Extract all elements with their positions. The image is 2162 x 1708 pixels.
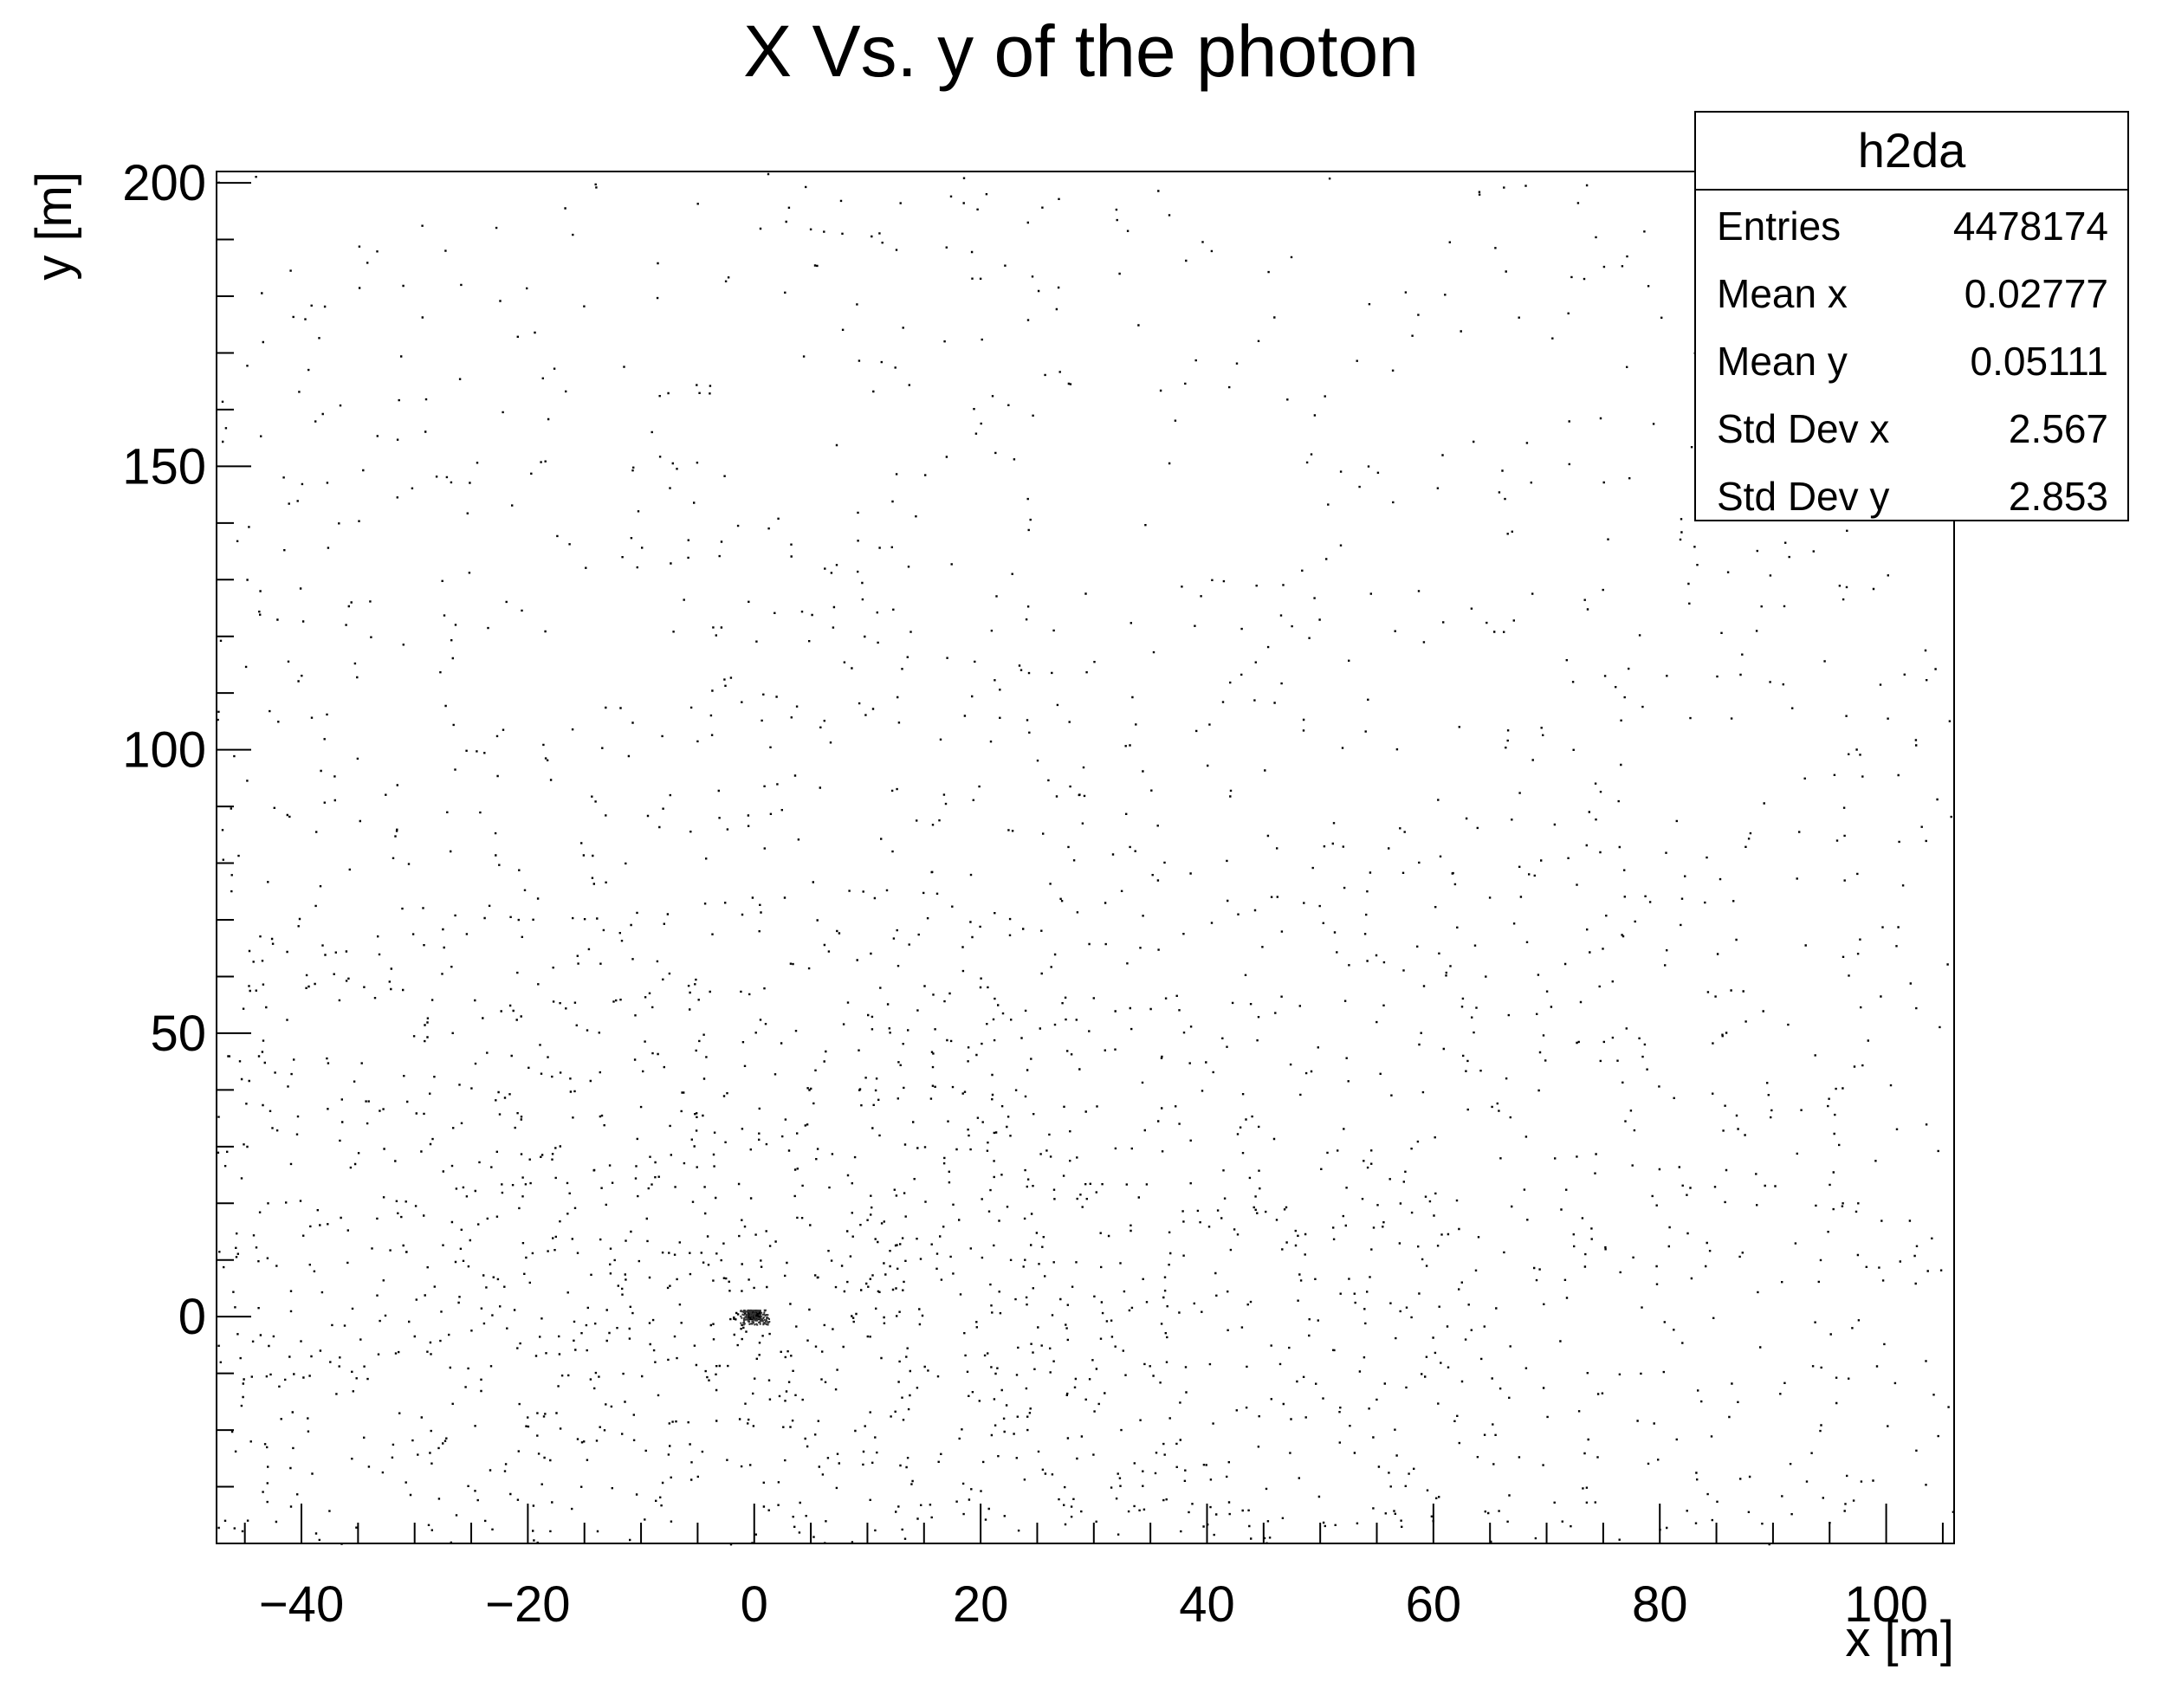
stats-label: Entries [1717,204,1842,249]
stats-row-mean-x: Mean x 0.02777 [1717,260,2108,327]
x-tick-label: 100 [1844,1576,1928,1633]
x-axis: −40 −20 0 20 40 60 80 100 [243,1504,1944,1633]
stats-row-entries: Entries 4478174 [1717,192,2108,260]
y-axis-label: y [m] [26,171,82,281]
stats-value: 2.853 [2008,474,2108,519]
stats-row-std-dev-x: Std Dev x 2.567 [1717,395,2108,463]
x-tick-label: −40 [259,1576,344,1633]
central-cluster [740,1309,771,1326]
plot-frame [216,171,1955,1544]
y-tick-label: 50 [150,1006,206,1062]
x-axis-label: x [m] [1845,1611,1954,1667]
x-tick-label: 40 [1179,1576,1235,1633]
stats-label: Mean y [1717,339,1848,384]
stats-box: h2da Entries 4478174 Mean x 0.02777 Mean… [1694,111,2129,521]
y-tick-label: 200 [122,155,206,211]
stats-row-mean-y: Mean y 0.05111 [1717,327,2108,395]
cluster-point [740,1309,771,1326]
stats-value: 4478174 [1952,204,2108,249]
x-tick-label: 80 [1632,1576,1688,1633]
x-tick-label: 60 [1406,1576,1462,1633]
stats-label: Std Dev x [1717,406,1890,451]
chart-title: X Vs. y of the photon [743,10,1419,92]
x-tick-label: 0 [741,1576,768,1633]
stats-title: h2da [1696,113,2127,191]
x-tick-label: −20 [485,1576,570,1633]
stats-row-std-dev-y: Std Dev y 2.853 [1717,463,2108,530]
stats-value: 0.05111 [1970,339,2108,384]
y-tick-label: 100 [122,722,206,779]
stats-value: 2.567 [2008,406,2108,451]
y-tick-label: 0 [178,1289,206,1345]
stats-label: Mean x [1717,271,1848,316]
stats-label: Std Dev y [1717,474,1890,519]
stats-value: 0.02777 [1964,271,2108,316]
y-axis: 0 50 100 150 200 [122,155,251,1488]
y-tick-label: 150 [122,438,206,495]
x-tick-label: 20 [953,1576,1009,1633]
